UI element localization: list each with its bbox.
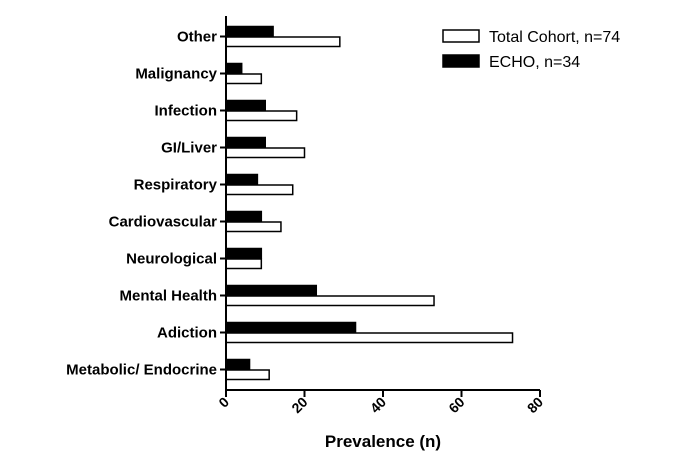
category-label: GI/Liver bbox=[161, 140, 217, 157]
bar-echo bbox=[225, 62, 243, 74]
bar-total-cohort bbox=[225, 369, 270, 381]
category-label: Other bbox=[177, 29, 217, 46]
bar-echo bbox=[225, 25, 274, 37]
legend-label: Total Cohort, n=74 bbox=[489, 29, 620, 46]
x-tick-label: 20 bbox=[288, 394, 310, 416]
category-label: Malignancy bbox=[135, 66, 217, 83]
bar-total-cohort bbox=[225, 295, 435, 307]
y-ticks: Other Malignancy Infection GI/Liver Respirat… bbox=[66, 29, 226, 379]
bar-total-cohort bbox=[225, 73, 263, 85]
bar-total-cohort bbox=[225, 110, 298, 122]
category-label: Mental Health bbox=[119, 288, 217, 305]
bar-total-cohort bbox=[225, 36, 341, 48]
legend-swatch bbox=[442, 29, 480, 43]
category-label: Adiction bbox=[157, 325, 217, 342]
legend-swatch bbox=[442, 54, 480, 68]
category-label: Cardiovascular bbox=[109, 214, 218, 231]
bar-total-cohort bbox=[225, 221, 282, 233]
bar-echo bbox=[225, 210, 263, 222]
bar-total-cohort bbox=[225, 258, 263, 270]
bar-echo bbox=[225, 99, 266, 111]
x-tick-label: 60 bbox=[445, 394, 467, 416]
category-label: Respiratory bbox=[134, 177, 218, 194]
bar-echo bbox=[225, 358, 251, 370]
legend: Total Cohort, n=74 ECHO, n=34 bbox=[442, 29, 620, 71]
bar-echo bbox=[225, 321, 357, 333]
category-label: Metabolic/ Endocrine bbox=[66, 362, 217, 379]
x-tick-label: 40 bbox=[367, 394, 389, 416]
x-tick-label: 0 bbox=[215, 394, 232, 411]
category-label: Neurological bbox=[126, 251, 217, 268]
bar-total-cohort bbox=[225, 184, 294, 196]
bar-total-cohort bbox=[225, 332, 514, 344]
bar-echo bbox=[225, 284, 318, 296]
category-label: Infection bbox=[155, 103, 218, 120]
bar-echo bbox=[225, 136, 266, 148]
legend-label: ECHO, n=34 bbox=[489, 54, 580, 71]
bar-total-cohort bbox=[225, 147, 306, 159]
x-ticks: 0 20 40 60 80 bbox=[215, 390, 546, 416]
bar-echo bbox=[225, 247, 263, 259]
x-axis-title: Prevalence (n) bbox=[325, 432, 441, 451]
bars-layer bbox=[225, 25, 514, 381]
bar-echo bbox=[225, 173, 259, 185]
x-tick-label: 80 bbox=[524, 394, 546, 416]
